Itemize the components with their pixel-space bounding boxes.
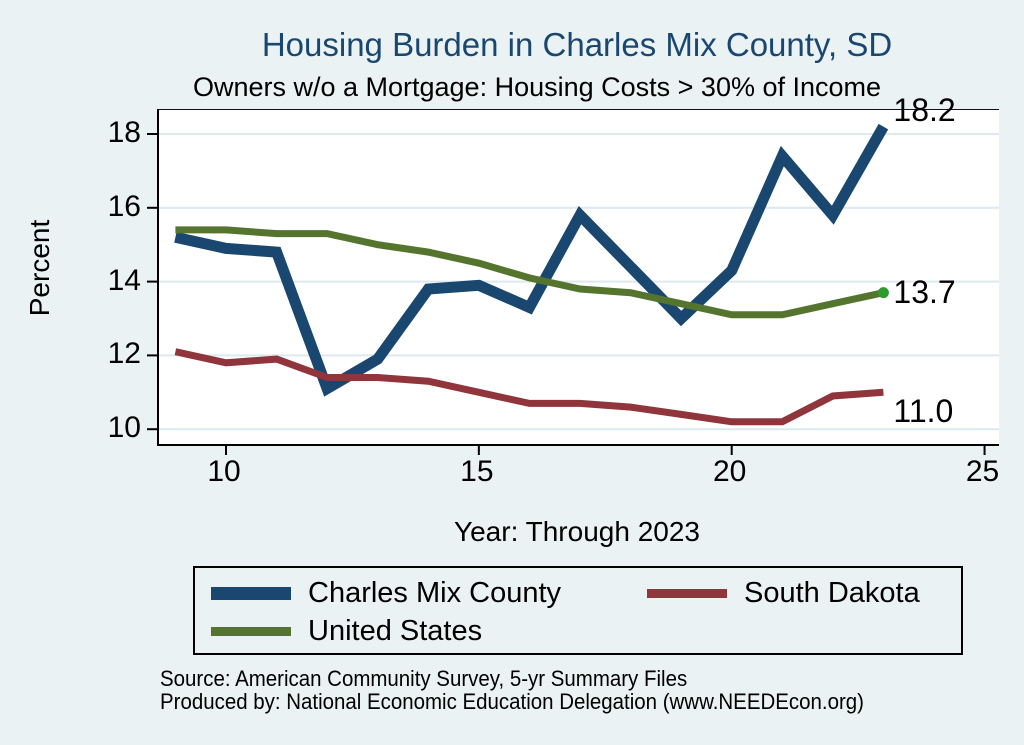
legend: Charles Mix County South Dakota United S…: [193, 566, 963, 655]
legend-item-charles-mix-county: Charles Mix County: [211, 577, 647, 610]
end-marker-dot: [877, 287, 889, 299]
chart-lines: [147, 123, 999, 455]
legend-label: United States: [308, 614, 483, 647]
line-swatch-maroon: [647, 588, 727, 598]
y-axis-title: Percent: [24, 219, 55, 317]
source-line-1: Source: American Community Survey, 5-yr …: [160, 666, 688, 691]
x-tick-label: 20: [713, 455, 747, 488]
chart-subtitle: Owners w/o a Mortgage: Housing Costs > 3…: [192, 72, 882, 102]
legend-item-south-dakota: South Dakota: [647, 577, 920, 610]
plot-area: [147, 109, 999, 455]
y-tick-label: 14: [107, 263, 141, 297]
x-tick-label: 15: [460, 455, 494, 488]
x-tick-label: 25: [965, 455, 1000, 488]
legend-row: Charles Mix County South Dakota: [211, 574, 961, 612]
y-tick-label: 16: [107, 189, 141, 223]
source-line-2: Produced by: National Economic Education…: [160, 689, 864, 714]
series-end-label: 13.7: [893, 273, 956, 310]
x-tick-label: 10: [207, 455, 241, 488]
legend-label: South Dakota: [744, 576, 920, 609]
series-line-south-dakota: [174, 348, 884, 426]
line-swatch-olive: [211, 626, 291, 636]
y-tick-label: 18: [107, 116, 141, 149]
series-end-label: 11.0: [893, 393, 954, 430]
line-swatch-navy: [211, 586, 291, 600]
y-tick-label: 10: [107, 411, 141, 445]
x-axis-title: Year: Through 2023: [454, 516, 700, 547]
series-end-label: 18.2: [893, 91, 956, 128]
legend-row: United States: [211, 612, 961, 650]
source-note: Source: American Community Survey, 5-yr …: [160, 667, 864, 713]
y-tick-label: 12: [107, 337, 141, 371]
series-line-charles-mix-county: [174, 123, 889, 397]
legend-label: Charles Mix County: [308, 576, 562, 609]
series-line-united-states: [175, 226, 885, 319]
legend-item-united-states: United States: [211, 615, 647, 648]
chart-title: Housing Burden in Charles Mix County, SD: [261, 26, 893, 63]
